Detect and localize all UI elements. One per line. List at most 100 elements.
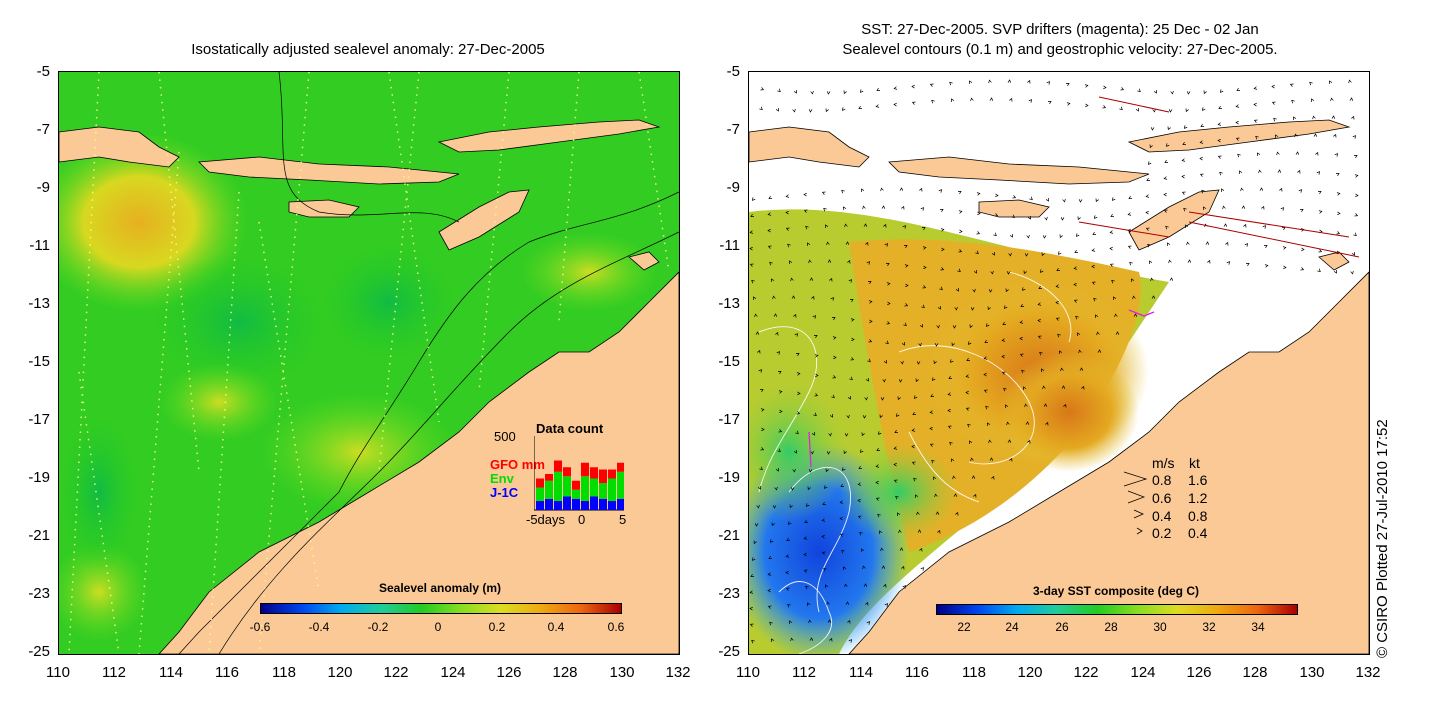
velocity-arrow	[955, 287, 959, 292]
velocity-arrow	[901, 205, 905, 210]
velocity-arrow	[951, 98, 955, 103]
velocity-arrow	[929, 443, 934, 447]
data-count-bar-env	[590, 478, 598, 497]
velocity-arrow	[865, 377, 869, 382]
velocity-arrow	[754, 523, 759, 527]
velocity-arrow	[823, 207, 827, 212]
velocity-arrow	[1217, 155, 1222, 159]
velocity-arrow	[793, 313, 797, 318]
velocity-arrow	[929, 426, 933, 431]
velocity-arrow	[922, 285, 927, 289]
velocity-arrow	[1181, 158, 1186, 162]
velocity-arrow	[1271, 84, 1275, 89]
x-tick: 122	[1073, 664, 1099, 681]
velocity-arrow	[862, 205, 866, 210]
velocity-arrow	[795, 430, 799, 435]
velocity-arrow	[1128, 195, 1133, 199]
velocity-arrow	[1351, 251, 1355, 256]
x-tick: 120	[1017, 664, 1043, 681]
velocity-arrow	[1245, 263, 1250, 267]
data-count-bar-env	[581, 476, 589, 501]
velocity-arrow	[1057, 251, 1062, 255]
velocity-arrow	[773, 313, 778, 317]
velocity-arrow	[1203, 90, 1207, 95]
velocity-arrow	[831, 394, 835, 399]
velocity-arrow	[1055, 317, 1060, 321]
velocity-arrow	[1137, 88, 1141, 93]
velocity-arrow	[994, 213, 999, 217]
velocity-arrow	[912, 411, 917, 415]
velocity-arrow	[1331, 115, 1336, 119]
velocity-arrow	[1170, 90, 1174, 95]
velocity-arrow	[958, 210, 963, 214]
velocity-arrow	[1005, 404, 1009, 409]
velocity-arrow	[751, 197, 756, 201]
velocity-arrow	[772, 505, 777, 509]
velocity-arrow	[833, 355, 837, 360]
velocity-arrow	[787, 243, 791, 248]
velocity-arrow	[1077, 216, 1081, 221]
velocity-arrow	[821, 518, 826, 522]
velocity-arrow	[826, 91, 831, 95]
data-count-x-tick: 0	[578, 512, 586, 527]
y-tick: -9	[726, 179, 740, 196]
velocity-arrow	[1167, 126, 1171, 131]
velocity-arrow	[1091, 264, 1095, 269]
velocity-arrow	[1046, 81, 1051, 85]
velocity-arrow	[1297, 169, 1301, 174]
velocity-arrow	[803, 209, 808, 213]
velocity-arrow	[940, 267, 945, 271]
colorbar-tick: 24	[1005, 620, 1019, 634]
velocity-arrow	[969, 80, 973, 85]
velocity-arrow	[759, 389, 764, 393]
velocity-arrow	[821, 191, 826, 195]
colorbar-tick: 0.4	[547, 620, 565, 634]
velocity-arrow	[825, 224, 829, 229]
velocity-arrow	[814, 393, 819, 397]
x-tick: 128	[1242, 664, 1268, 681]
velocity-arrow	[965, 390, 969, 395]
velocity-arrow	[1147, 161, 1152, 165]
velocity-arrow	[1333, 269, 1337, 274]
velocity-arrow	[1091, 281, 1096, 285]
velocity-arrow	[886, 321, 891, 325]
x-tick: 130	[609, 664, 635, 681]
velocity-arrow	[785, 227, 790, 231]
velocity-arrow	[976, 231, 981, 235]
velocity-arrow	[811, 431, 815, 436]
velocity-arrow	[1027, 439, 1031, 444]
velocity-arrow	[876, 447, 881, 451]
velocity-arrow	[1079, 367, 1084, 371]
velocity-arrow	[893, 479, 898, 483]
velocity-arrow	[1147, 243, 1151, 248]
velocity-arrow	[822, 501, 827, 505]
velocity-arrow	[1152, 108, 1156, 113]
velocity-arrow	[1078, 199, 1083, 203]
velocity-arrow	[803, 569, 808, 573]
velocity-arrow	[1153, 89, 1157, 94]
velocity-arrow	[1354, 213, 1359, 217]
velocity-arrow	[1187, 259, 1192, 263]
velocity-arrow	[919, 323, 923, 328]
velocity-arrow	[1077, 332, 1081, 337]
velocity-arrow	[778, 390, 783, 394]
velocity-arrow	[1120, 87, 1125, 91]
velocity-arrow	[1291, 99, 1295, 104]
velocity-arrow	[1181, 174, 1185, 179]
x-tick: 110	[46, 664, 70, 681]
velocity-arrow	[865, 601, 869, 606]
x-tick: 120	[327, 664, 353, 681]
velocity-arrow	[1074, 249, 1079, 253]
velocity-arrow	[919, 187, 923, 192]
velocity-arrow	[1097, 349, 1102, 353]
velocity-arrow	[839, 516, 843, 521]
velocity-arrow	[857, 515, 862, 519]
colorbar-tick: -0.2	[367, 620, 389, 634]
colorbar-tick: 28	[1104, 620, 1118, 634]
velocity-arrow	[1237, 153, 1241, 158]
colorbar-tick: 0.2	[488, 620, 506, 634]
velocity-arrow	[840, 483, 845, 487]
velocity-arrow	[1019, 353, 1024, 357]
velocity-arrow	[850, 318, 855, 322]
velocity-arrow	[1007, 79, 1012, 83]
